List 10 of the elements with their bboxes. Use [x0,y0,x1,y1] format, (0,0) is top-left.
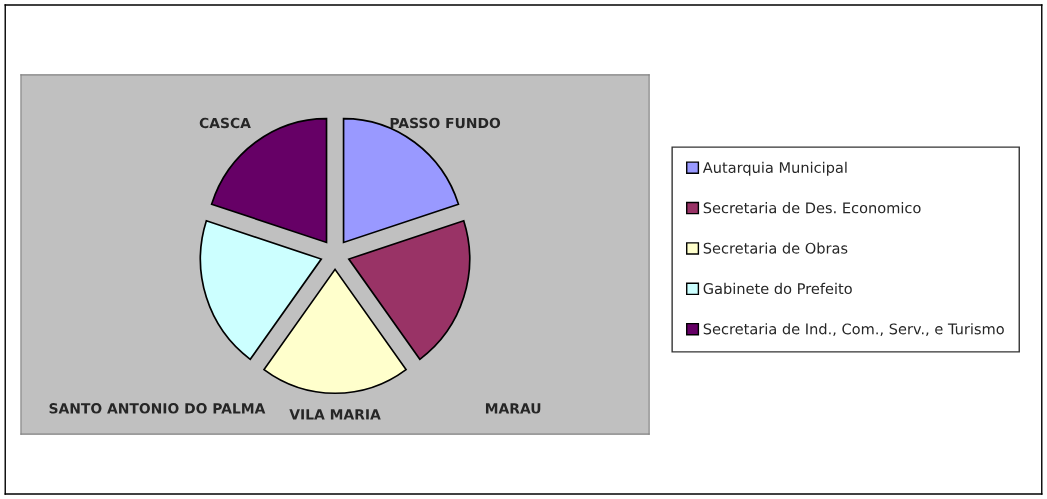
legend-label: Autarquia Municipal [702,161,847,176]
legend-label: Secretaria de Obras [703,242,848,254]
legend-label: Secretaria de Ind., Com., Serv., e Turismo [703,323,1004,336]
text: VILA MARIA [289,409,381,420]
text: PASSO FUNDO [390,117,501,129]
text: SANTO ANTONIO DO PALMA [49,403,266,414]
legend-label: Gabinete do Prefeito [703,282,852,295]
legend-label: Secretaria de Des. Economico [703,202,921,214]
text: CASCA [199,117,251,129]
text: MARAU [485,403,541,414]
